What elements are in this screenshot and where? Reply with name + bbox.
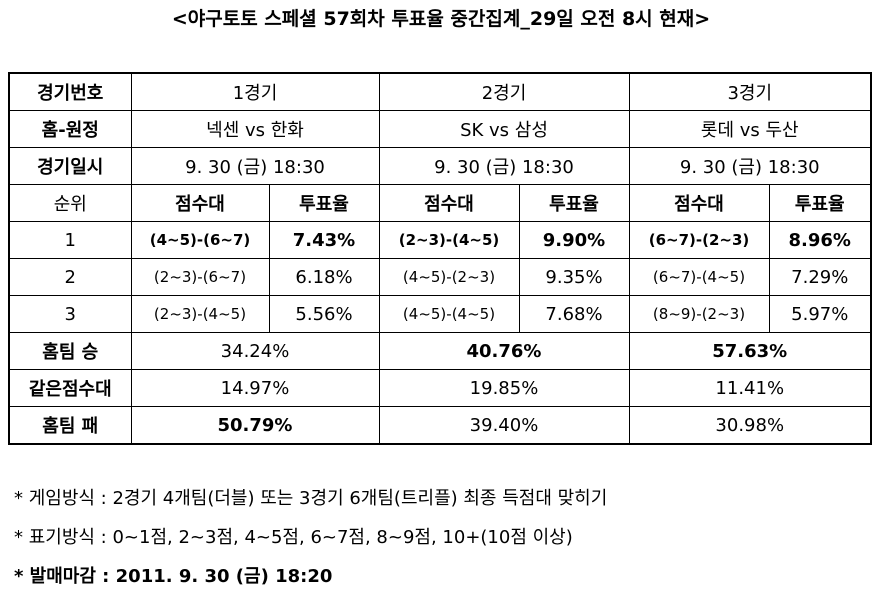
table-cell: 경기번호 bbox=[8, 72, 132, 111]
table-cell: 9. 30 (금) 18:30 bbox=[378, 147, 630, 185]
table-cell: 1경기 bbox=[130, 72, 380, 111]
table-row: 홈팀 승 34.24% 40.76% 57.63% bbox=[8, 332, 872, 370]
table-cell: 11.41% bbox=[628, 369, 872, 407]
table-cell: 롯데 vs 두산 bbox=[628, 110, 872, 148]
note: * 게임방식 : 2경기 4개팀(더블) 또는 3경기 6개팀(트리플) 최종 … bbox=[14, 488, 608, 509]
table-cell: 홈팀 패 bbox=[8, 406, 132, 445]
table-cell: 점수대 bbox=[130, 184, 270, 222]
table-cell: 순위 bbox=[8, 184, 132, 222]
table-cell: SK vs 삼성 bbox=[378, 110, 630, 148]
table-cell: 9.35% bbox=[518, 258, 630, 296]
table-row: 홈팀 패 50.79% 39.40% 30.98% bbox=[8, 406, 872, 445]
table-cell: 14.97% bbox=[130, 369, 380, 407]
table-cell: 점수대 bbox=[378, 184, 520, 222]
table-cell: 9. 30 (금) 18:30 bbox=[130, 147, 380, 185]
table-cell: (4~5)-(4~5) bbox=[378, 295, 520, 333]
table-cell: 3경기 bbox=[628, 72, 872, 111]
table-cell: 9.90% bbox=[518, 221, 630, 259]
table-cell: 점수대 bbox=[628, 184, 770, 222]
table-row: 경기번호 1경기 2경기 3경기 bbox=[8, 72, 872, 111]
note: * 발매마감 : 2011. 9. 30 (금) 18:20 bbox=[14, 566, 333, 587]
table-cell: 경기일시 bbox=[8, 147, 132, 185]
table-row: 같은점수대 14.97% 19.85% 11.41% bbox=[8, 369, 872, 407]
table-cell: 투표율 bbox=[518, 184, 630, 222]
table-row: 3 (2~3)-(4~5) 5.56% (4~5)-(4~5) 7.68% (8~9)-(… bbox=[8, 295, 872, 333]
table-cell: (2~3)-(4~5) bbox=[378, 221, 520, 259]
table-row: 경기일시 9. 30 (금) 18:30 9. 30 (금) 18:30 9. 30 … bbox=[8, 147, 872, 185]
table-cell: 6.18% bbox=[268, 258, 380, 296]
table-cell: 7.68% bbox=[518, 295, 630, 333]
table-row: 순위 점수대 투표율 점수대 투표율 점수대 투표율 bbox=[8, 184, 872, 222]
table-cell: 7.43% bbox=[268, 221, 380, 259]
table-cell: 2경기 bbox=[378, 72, 630, 111]
table-cell: 5.56% bbox=[268, 295, 380, 333]
table-cell: 투표율 bbox=[768, 184, 872, 222]
note: * 표기방식 : 0~1점, 2~3점, 4~5점, 6~7점, 8~9점, 1… bbox=[14, 527, 573, 548]
table-cell: 30.98% bbox=[628, 406, 872, 445]
table-cell: 40.76% bbox=[378, 332, 630, 370]
table-cell: 1 bbox=[8, 221, 132, 259]
table-cell: 57.63% bbox=[628, 332, 872, 370]
table-cell: (2~3)-(4~5) bbox=[130, 295, 270, 333]
title: <야구토토 스페셜 57회차 투표율 중간집계_29일 오전 8시 현재> bbox=[171, 8, 711, 30]
vote-table: 경기번호 1경기 2경기 3경기 홈-원정 넥센 vs 한화 SK vs 삼성 롯데 vs 두… bbox=[8, 72, 872, 445]
table-cell: 34.24% bbox=[130, 332, 380, 370]
table-cell: 같은점수대 bbox=[8, 369, 132, 407]
table-row: 홈-원정 넥센 vs 한화 SK vs 삼성 롯데 vs 두산 bbox=[8, 110, 872, 148]
table-cell: 39.40% bbox=[378, 406, 630, 445]
table-cell: 2 bbox=[8, 258, 132, 296]
table-cell: (6~7)-(4~5) bbox=[628, 258, 770, 296]
table-cell: (8~9)-(2~3) bbox=[628, 295, 770, 333]
table-row: 2 (2~3)-(6~7) 6.18% (4~5)-(2~3) 9.35% (6~7)-(… bbox=[8, 258, 872, 296]
table-cell: 5.97% bbox=[768, 295, 872, 333]
table-cell: 홈팀 승 bbox=[8, 332, 132, 370]
table-row: 1 (4~5)-(6~7) 7.43% (2~3)-(4~5) 9.90% (6~7)-(… bbox=[8, 221, 872, 259]
table-cell: 9. 30 (금) 18:30 bbox=[628, 147, 872, 185]
table-cell: 투표율 bbox=[268, 184, 380, 222]
table-cell: 8.96% bbox=[768, 221, 872, 259]
table-cell: (4~5)-(6~7) bbox=[130, 221, 270, 259]
table-cell: 7.29% bbox=[768, 258, 872, 296]
table-cell: 3 bbox=[8, 295, 132, 333]
table-cell: 19.85% bbox=[378, 369, 630, 407]
table-cell: 홈-원정 bbox=[8, 110, 132, 148]
table-cell: (2~3)-(6~7) bbox=[130, 258, 270, 296]
notes: * 게임방식 : 2경기 4개팀(더블) 또는 3경기 6개팀(트리플) 최종 … bbox=[14, 482, 607, 599]
table-cell: 넥센 vs 한화 bbox=[130, 110, 380, 148]
table-cell: (6~7)-(2~3) bbox=[628, 221, 770, 259]
table-cell: 50.79% bbox=[130, 406, 380, 445]
table-cell: (4~5)-(2~3) bbox=[378, 258, 520, 296]
